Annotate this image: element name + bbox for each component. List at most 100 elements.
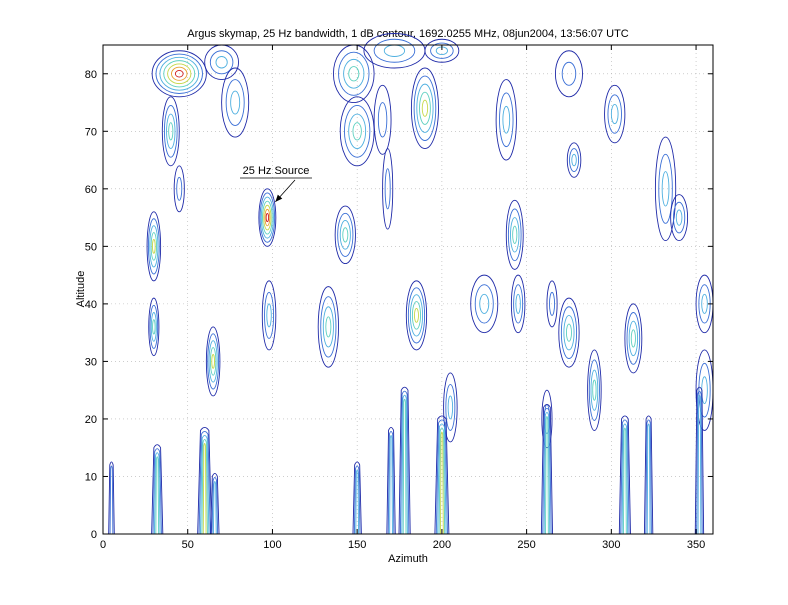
contour-level [610, 103, 619, 125]
contour-level [495, 79, 517, 161]
x-tick-label: 350 [687, 539, 705, 551]
contour-feature [258, 188, 277, 247]
contour-level [207, 333, 220, 390]
contour-level [167, 63, 192, 85]
contour-level [221, 67, 250, 138]
contour-level [470, 274, 499, 334]
contour-level [176, 176, 183, 201]
contour-feature [405, 280, 428, 351]
streak-level [211, 477, 219, 535]
streak-level [151, 444, 164, 535]
streak-level [694, 386, 705, 535]
contour-level [334, 205, 356, 265]
contour-level [628, 320, 639, 357]
contour-feature [173, 165, 185, 213]
contour-level [149, 225, 159, 268]
contour-level [510, 217, 520, 253]
contour-streak [694, 386, 705, 535]
annotation-label: 25 Hz Source [243, 165, 310, 177]
contour-feature [204, 44, 240, 80]
contour-feature [624, 303, 643, 374]
contour-level [571, 153, 577, 167]
streak-level [618, 415, 631, 535]
contour-feature [146, 211, 162, 282]
contour-level [261, 280, 277, 351]
streak-level [202, 442, 207, 535]
streak-level [542, 408, 552, 535]
contour-level [566, 142, 582, 178]
contour-level [208, 340, 218, 383]
contour-level [701, 376, 708, 405]
contour-level [558, 297, 580, 368]
contour-streak [352, 461, 362, 535]
contour-level [147, 218, 160, 275]
streak-level [621, 423, 629, 535]
chart-title: Argus skymap, 25 Hz bandwidth, 1 dB cont… [187, 28, 629, 40]
contour-level [443, 372, 458, 443]
contour-level [173, 165, 185, 213]
y-tick-label: 50 [85, 241, 97, 253]
contour-feature [339, 96, 375, 167]
contour-level [673, 201, 686, 234]
contour-level [607, 94, 622, 134]
source-annotation: 25 Hz Source [240, 165, 312, 203]
contour-level [590, 369, 599, 411]
contour-level [430, 42, 454, 59]
y-tick-label: 80 [85, 69, 97, 81]
contour-feature [604, 84, 626, 144]
contour-streak [643, 415, 654, 535]
contour-feature [373, 84, 392, 155]
contour-level [230, 90, 241, 115]
contour-feature [495, 79, 517, 161]
contour-level [513, 284, 524, 324]
contour-level [630, 329, 636, 348]
contour-level [149, 304, 159, 349]
contour-level [670, 194, 689, 242]
contour-level [264, 208, 271, 227]
y-tick-label: 30 [85, 356, 97, 368]
contour-level [546, 280, 558, 328]
y-axis-label: Altitude [75, 271, 87, 308]
contour-feature [443, 372, 458, 443]
streak-level [399, 390, 410, 535]
contour-level [675, 209, 683, 226]
contour-level [339, 220, 351, 250]
x-tick-label: 150 [348, 539, 366, 551]
contour-feature [205, 326, 221, 397]
contour-level [209, 50, 234, 75]
contour-level [348, 66, 360, 82]
contour-level [654, 136, 677, 242]
contour-level [499, 92, 514, 148]
contour-level [211, 354, 215, 369]
contour-level [205, 326, 221, 397]
contour-level [505, 199, 524, 270]
contour-level [413, 308, 419, 323]
streak-level [540, 403, 553, 535]
y-tick-label: 20 [85, 414, 97, 426]
contour-level [373, 38, 416, 63]
streak-level [152, 448, 162, 535]
contour-level [502, 105, 511, 134]
contour-level [258, 188, 277, 247]
contour-level [168, 122, 174, 141]
contour-feature [382, 148, 394, 230]
contour-level [515, 293, 521, 314]
contour-level [163, 104, 178, 158]
x-tick-label: 100 [263, 539, 281, 551]
contour-level [377, 102, 388, 138]
contour-level [409, 294, 424, 337]
streak-level [153, 452, 161, 535]
contour-level [348, 113, 367, 150]
contour-level [148, 297, 160, 357]
contour-streak [434, 415, 450, 535]
contour-level [626, 312, 641, 365]
contour-level [215, 56, 228, 69]
contour-feature [161, 96, 180, 167]
contour-level [658, 153, 673, 224]
y-tick-label: 70 [85, 126, 97, 138]
contour-level [209, 347, 217, 376]
contour-feature [510, 274, 526, 334]
contour-level [259, 192, 276, 243]
contour-feature [587, 349, 602, 431]
streak-level [643, 415, 654, 535]
